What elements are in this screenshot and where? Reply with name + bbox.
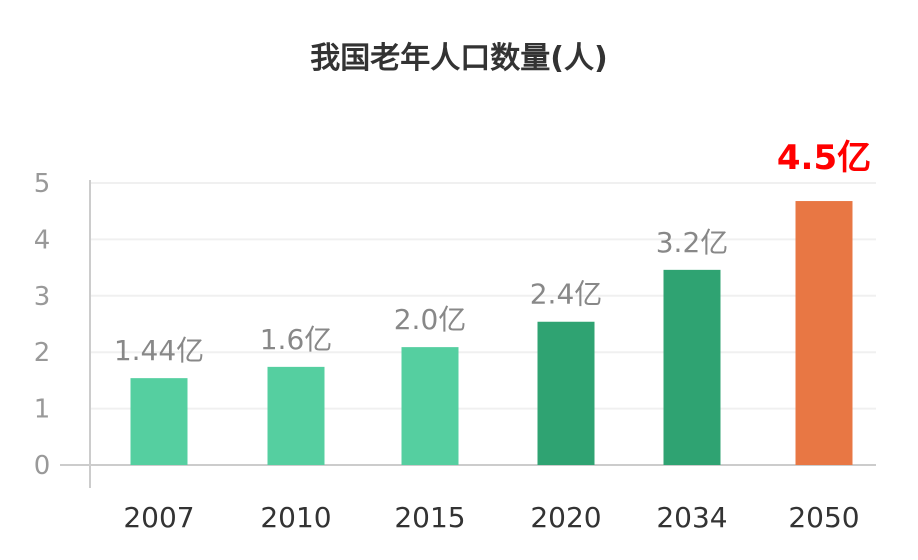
bar-2050 <box>795 201 853 465</box>
data-label: 2.0亿 <box>394 303 467 336</box>
y-tick-label: 5 <box>34 169 51 199</box>
y-tick-label: 1 <box>34 395 51 425</box>
chart-title: 我国老年人口数量(人) <box>310 41 607 76</box>
x-tick-label: 2050 <box>788 501 859 534</box>
data-label: 4.5亿 <box>777 138 871 178</box>
x-tick-label: 2010 <box>260 501 331 534</box>
bar-2020 <box>537 321 595 465</box>
bar-2010 <box>267 366 325 465</box>
y-tick-label: 3 <box>34 282 51 312</box>
data-label: 1.44亿 <box>114 334 204 367</box>
bar-2007 <box>130 378 188 465</box>
bar-2015 <box>401 347 459 465</box>
y-tick-label: 4 <box>34 225 51 255</box>
data-label: 3.2亿 <box>656 226 729 259</box>
x-tick-label: 2015 <box>394 501 465 534</box>
x-tick-label: 2034 <box>656 501 727 534</box>
y-tick-label: 2 <box>34 338 51 368</box>
bar-2034 <box>663 269 721 465</box>
y-tick-label: 0 <box>34 451 51 481</box>
x-tick-label: 2007 <box>123 501 194 534</box>
data-label: 1.6亿 <box>260 323 333 356</box>
x-tick-label: 2020 <box>530 501 601 534</box>
data-label: 2.4亿 <box>530 278 603 311</box>
